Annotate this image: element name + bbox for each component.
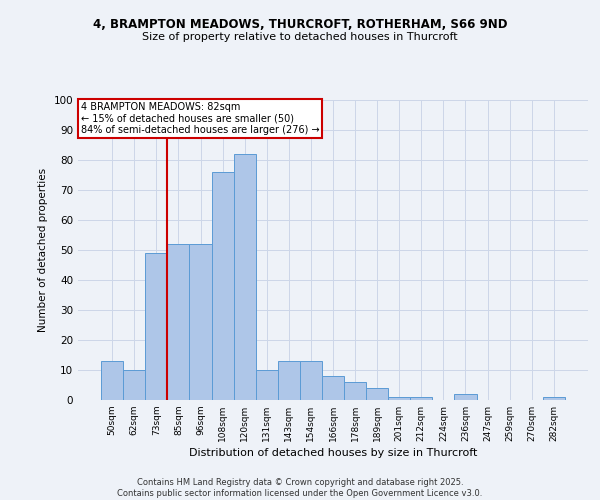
- Bar: [322, 376, 344, 400]
- Text: 4, BRAMPTON MEADOWS, THURCROFT, ROTHERHAM, S66 9ND: 4, BRAMPTON MEADOWS, THURCROFT, ROTHERHA…: [93, 18, 507, 30]
- Bar: [167, 244, 190, 400]
- Bar: [300, 361, 322, 400]
- X-axis label: Distribution of detached houses by size in Thurcroft: Distribution of detached houses by size …: [189, 448, 477, 458]
- Bar: [344, 382, 366, 400]
- Text: Contains HM Land Registry data © Crown copyright and database right 2025.
Contai: Contains HM Land Registry data © Crown c…: [118, 478, 482, 498]
- Bar: [101, 361, 123, 400]
- Bar: [256, 370, 278, 400]
- Bar: [278, 361, 300, 400]
- Bar: [366, 388, 388, 400]
- Bar: [123, 370, 145, 400]
- Text: 4 BRAMPTON MEADOWS: 82sqm
← 15% of detached houses are smaller (50)
84% of semi-: 4 BRAMPTON MEADOWS: 82sqm ← 15% of detac…: [80, 102, 319, 134]
- Bar: [388, 397, 410, 400]
- Bar: [145, 253, 167, 400]
- Y-axis label: Number of detached properties: Number of detached properties: [38, 168, 48, 332]
- Bar: [233, 154, 256, 400]
- Bar: [543, 397, 565, 400]
- Bar: [190, 244, 212, 400]
- Text: Size of property relative to detached houses in Thurcroft: Size of property relative to detached ho…: [142, 32, 458, 42]
- Bar: [410, 397, 433, 400]
- Bar: [212, 172, 233, 400]
- Bar: [454, 394, 476, 400]
